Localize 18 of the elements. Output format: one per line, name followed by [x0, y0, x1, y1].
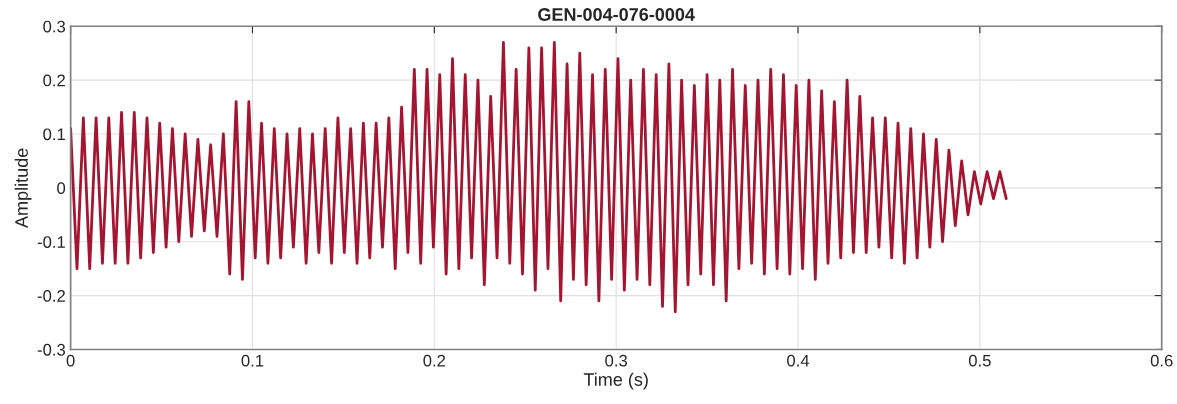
x-tick-label: 0.1 [241, 354, 264, 367]
line-series [70, 41, 1008, 314]
x-tick-label: 0.4 [787, 354, 810, 367]
y-tick-label: 0.1 [43, 128, 65, 141]
y-tick-label: -0.1 [37, 236, 65, 248]
y-tick-label: 0.3 [43, 20, 66, 33]
x-tick-label: 0 [66, 354, 75, 367]
y-tick-label: 0.2 [43, 74, 65, 87]
y-axis-title: Amplitude [14, 148, 32, 228]
x-tick-label: 0.2 [423, 354, 446, 367]
x-tick-label: 0.3 [605, 354, 628, 367]
y-tick-label: -0.3 [37, 343, 66, 356]
chart-title: GEN-004-076-0004 [538, 8, 695, 21]
x-tick-label: 0.5 [968, 354, 991, 367]
x-axis-title: Time (s) [583, 372, 648, 390]
y-tick-label: -0.2 [37, 289, 65, 302]
y-tick-label: 0 [57, 182, 66, 195]
x-tick-label: 0.6 [1150, 354, 1173, 367]
